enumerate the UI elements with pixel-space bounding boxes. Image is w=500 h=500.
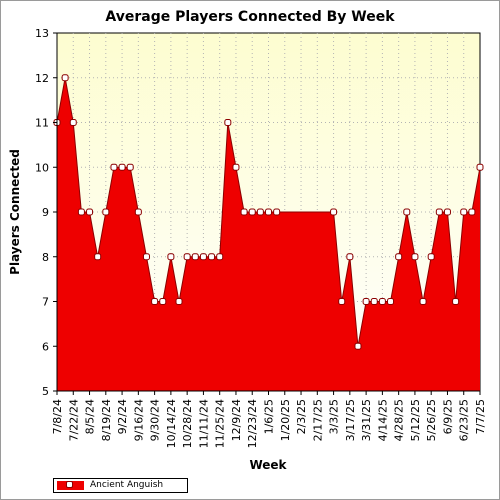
- x-tick-label: 10/14/24: [165, 399, 178, 448]
- x-tick-label: 6/9/25: [441, 399, 454, 434]
- legend: Ancient Anguish: [53, 478, 188, 493]
- data-point: [86, 208, 94, 216]
- data-point: [387, 298, 395, 305]
- x-tick-label: 7/7/25: [474, 399, 487, 434]
- x-tick-label: 1/20/25: [279, 399, 292, 441]
- y-tick-labels: 5 6 7 8 9 10 11 12 13: [35, 27, 49, 398]
- data-point: [151, 298, 159, 305]
- x-tick-label: 12/9/24: [230, 399, 243, 441]
- legend-label: Ancient Anguish: [90, 480, 164, 490]
- data-point: [118, 163, 126, 171]
- y-tick-label: 9: [42, 206, 49, 219]
- data-point: [443, 208, 451, 216]
- data-point: [240, 208, 248, 216]
- x-tick-label: 6/23/25: [458, 399, 471, 441]
- data-point: [216, 253, 224, 261]
- data-point: [167, 253, 175, 261]
- data-point: [427, 253, 435, 261]
- data-point: [232, 163, 240, 171]
- x-tick-label: 2/17/25: [311, 399, 324, 441]
- series-markers: [53, 74, 484, 350]
- data-point: [378, 298, 386, 305]
- x-tick-label: 8/19/24: [100, 399, 113, 441]
- y-tick-label: 11: [35, 117, 49, 130]
- data-point: [94, 253, 102, 261]
- data-point: [224, 119, 232, 126]
- x-tick-label: 9/2/24: [116, 399, 129, 434]
- x-tick-label: 8/5/24: [84, 399, 97, 434]
- data-point: [61, 74, 69, 82]
- data-point: [395, 253, 403, 261]
- data-point: [159, 298, 167, 305]
- y-tick-label: 10: [35, 161, 49, 174]
- x-tick-label: 12/23/24: [246, 399, 259, 448]
- data-point: [142, 253, 150, 261]
- data-point: [183, 253, 191, 261]
- data-point: [110, 163, 118, 171]
- x-tick-label: 5/12/25: [409, 399, 422, 441]
- data-point: [273, 208, 281, 216]
- data-point: [346, 253, 354, 261]
- data-point: [452, 298, 460, 305]
- x-tick-label: 3/17/25: [344, 399, 357, 441]
- data-point: [330, 208, 338, 216]
- axes: [53, 32, 481, 395]
- x-tick-label: 3/3/25: [328, 399, 341, 434]
- data-point: [419, 298, 427, 305]
- data-point: [435, 208, 443, 216]
- data-point: [256, 208, 264, 216]
- y-axis-label: Players Connected: [8, 149, 22, 275]
- data-point: [265, 208, 272, 216]
- data-point: [191, 253, 199, 261]
- data-point: [69, 119, 77, 126]
- data-point: [476, 163, 484, 171]
- data-point: [134, 208, 142, 216]
- data-point: [354, 342, 362, 350]
- data-point: [338, 298, 346, 305]
- data-point: [248, 208, 256, 216]
- data-point: [460, 208, 468, 216]
- x-tick-label: 11/25/24: [214, 399, 227, 448]
- x-tick-label: 7/22/24: [67, 399, 80, 441]
- y-tick-label: 5: [42, 385, 49, 398]
- y-tick-label: 12: [35, 72, 49, 85]
- x-tick-label: 2/3/25: [295, 399, 308, 434]
- data-point: [175, 298, 183, 305]
- data-point: [102, 208, 110, 216]
- x-tick-label: 3/31/25: [360, 399, 373, 441]
- chart-title: Average Players Connected By Week: [105, 9, 395, 25]
- data-point: [199, 253, 207, 261]
- data-point: [411, 253, 419, 261]
- x-tick-label: 9/16/24: [132, 399, 145, 441]
- x-tick-label: 9/30/24: [149, 399, 162, 441]
- data-point: [208, 253, 216, 261]
- y-tick-label: 7: [42, 296, 49, 309]
- data-point: [77, 208, 85, 216]
- data-point: [468, 208, 476, 216]
- data-point: [370, 298, 378, 305]
- x-axis-label: Week: [249, 458, 287, 472]
- data-point: [403, 208, 411, 216]
- x-tick-label: 1/6/25: [263, 399, 276, 434]
- x-tick-labels: 7/8/24 7/22/24 8/5/24 8/19/24 9/2/24 9/16/24 9…: [51, 399, 487, 448]
- data-point: [126, 163, 134, 171]
- series-area-fill: [57, 77, 480, 391]
- y-tick-label: 6: [42, 340, 49, 353]
- y-tick-label: 8: [42, 251, 49, 264]
- x-tick-label: 5/26/25: [425, 399, 438, 441]
- y-tick-label: 13: [35, 27, 49, 40]
- x-tick-label: 7/8/24: [51, 399, 64, 434]
- data-point: [362, 298, 370, 305]
- x-tick-label: 4/14/25: [376, 399, 389, 441]
- x-tick-label: 10/28/24: [181, 399, 194, 448]
- x-tick-label: 11/11/24: [197, 399, 210, 448]
- x-tick-label: 4/28/25: [393, 399, 406, 441]
- legend-marker: [66, 481, 73, 488]
